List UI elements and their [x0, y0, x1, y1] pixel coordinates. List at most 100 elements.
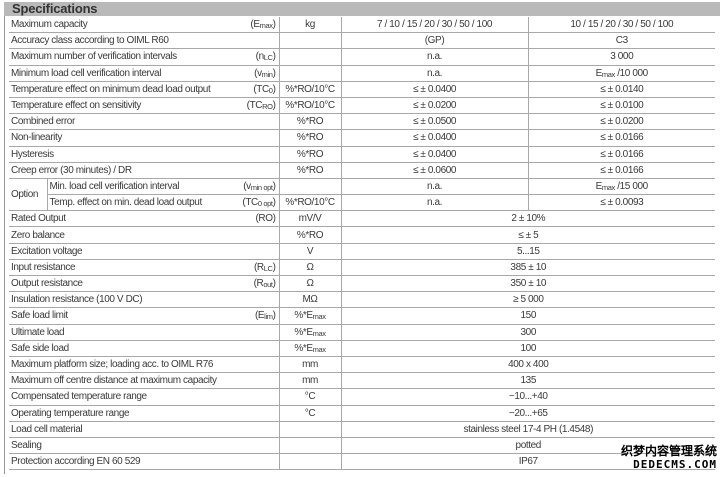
table-row: Hysteresis %*RO ≤ ± 0.0400 ≤ ± 0.0166 [9, 146, 715, 163]
row-symbol: (vmin opt) [233, 178, 280, 196]
row-label: Zero balance [9, 226, 233, 244]
row-symbol [233, 437, 280, 455]
row-label: Sealing [9, 437, 233, 455]
row-unit: mm [279, 356, 342, 374]
row-label: Input resistance [9, 259, 233, 277]
row-unit [279, 48, 342, 66]
row-value-variant-2: C3 [528, 32, 715, 50]
row-value: 135 [341, 372, 715, 390]
row-unit: %*RO [279, 226, 342, 244]
row-label: Load cell material [9, 421, 233, 438]
section-title: Specifications [12, 1, 98, 16]
table-row: Compensated temperature range °C −10...+40 [9, 388, 715, 406]
row-label: Temp. effect on min. dead load output [47, 194, 233, 212]
row-unit [279, 65, 342, 82]
row-unit: %*RO/10°C [279, 97, 342, 115]
row-symbol [233, 243, 280, 260]
row-symbol [233, 32, 280, 50]
row-unit: %*RO [279, 146, 342, 163]
row-value: 150 [341, 307, 715, 325]
row-label: Combined error [9, 113, 233, 131]
row-label: Operating temperature range [9, 405, 233, 422]
table-row: Load cell material stainless steel 17-4 P… [9, 421, 715, 438]
row-value-variant-1: ≤ ± 0.0200 [341, 97, 529, 115]
row-value-variant-2: ≤ ± 0.0093 [528, 194, 715, 212]
row-unit: %*RO/10°C [279, 194, 342, 212]
row-symbol [233, 372, 280, 390]
row-unit [279, 421, 342, 438]
row-value-variant-2: ≤ ± 0.0140 [528, 81, 715, 98]
row-symbol [233, 113, 280, 131]
row-symbol: (RO) [233, 210, 280, 228]
row-symbol [233, 162, 280, 179]
table-row: Insulation resistance (100 V DC) MΩ ≥ 5 00… [9, 291, 715, 309]
table-row: Combined error %*RO ≤ ± 0.0500 ≤ ± 0.0200 [9, 113, 715, 131]
row-label: Creep error (30 minutes) / DR [9, 162, 233, 179]
table-row: Rated Output (RO) mV/V 2 ± 10% [9, 210, 715, 228]
table-row: Accuracy class according to OIML R60 (GP)… [9, 32, 715, 50]
row-symbol: (Rout) [233, 275, 280, 293]
watermark-logo: 织梦内容管理系统 DEDECMS.COM [620, 444, 717, 472]
row-symbol: (RLC) [233, 259, 280, 277]
row-value: stainless steel 17-4 PH (1.4548) [341, 421, 715, 438]
table-row: Zero balance %*RO ≤ ± 5 [9, 226, 715, 244]
row-value-variant-1: n.a. [341, 194, 529, 212]
row-label: Safe side load [9, 340, 233, 357]
row-symbol: (TC0) [233, 81, 280, 98]
row-symbol: (nLC) [233, 48, 280, 66]
row-value: −20...+65 [341, 405, 715, 422]
row-unit: %*RO [279, 113, 342, 131]
table-row: Input resistance (RLC) Ω 385 ± 10 [9, 259, 715, 277]
row-value-variant-1: n.a. [341, 178, 529, 196]
row-symbol [233, 146, 280, 163]
row-label: Min. load cell verification interval [47, 178, 233, 196]
table-row: Maximum capacity (Emax) kg 7 / 10 / 15 / 20… [9, 17, 715, 34]
watermark-line1: 织梦内容管理系统 [620, 444, 717, 458]
row-label: Temperature effect on sensitivity [9, 97, 233, 115]
row-symbol: (Emax) [233, 17, 280, 34]
row-unit: mm [279, 372, 342, 390]
row-label: Compensated temperature range [9, 388, 233, 406]
row-symbol [233, 388, 280, 406]
row-value-variant-2: ≤ ± 0.0200 [528, 113, 715, 131]
row-value: 100 [341, 340, 715, 357]
table-row: Temp. effect on min. dead load output (TC… [9, 194, 715, 212]
table-row: Maximum platform size; loading acc. to O… [9, 356, 715, 374]
row-value: 300 [341, 324, 715, 341]
row-symbol [233, 421, 280, 438]
row-symbol [233, 340, 280, 357]
row-label: Protection according EN 60 529 [9, 453, 233, 471]
row-label: Temperature effect on minimum dead load … [9, 81, 233, 98]
table-row: Safe side load %*Emax 100 [9, 340, 715, 357]
row-value-variant-2: ≤ ± 0.0166 [528, 146, 715, 163]
row-unit: kg [279, 17, 342, 34]
row-label: Maximum capacity [9, 17, 233, 34]
row-label: Output resistance [9, 275, 233, 293]
table-row: Temperature effect on minimum dead load … [9, 81, 715, 98]
table-row: Sealing potted [9, 437, 715, 455]
row-value-variant-2: 3 000 [528, 48, 715, 66]
row-unit: %*RO [279, 162, 342, 179]
table-row: Creep error (30 minutes) / DR %*RO ≤ ± 0.0… [9, 162, 715, 179]
row-value: IP67 [341, 453, 715, 471]
row-unit: Ω [279, 259, 342, 277]
row-value: 350 ± 10 [341, 275, 715, 293]
row-value: 400 x 400 [341, 356, 715, 374]
table-row: Maximum number of verification intervals… [9, 48, 715, 66]
row-unit: %*Emax [279, 324, 342, 341]
row-value: potted [341, 437, 715, 455]
row-value-variant-1: ≤ ± 0.0500 [341, 113, 529, 131]
row-label: Hysteresis [9, 146, 233, 163]
row-value-variant-2: 10 / 15 / 20 / 30 / 50 / 100 [528, 17, 715, 34]
row-unit [279, 32, 342, 50]
table-row: Non-linearity %*RO ≤ ± 0.0400 ≤ ± 0.0166 [9, 129, 715, 147]
row-value-variant-2: ≤ ± 0.0166 [528, 162, 715, 179]
row-value-variant-1: n.a. [341, 48, 529, 66]
row-unit: %*RO/10°C [279, 81, 342, 98]
row-unit [279, 178, 342, 196]
row-unit: mV/V [279, 210, 342, 228]
row-value-variant-1: 7 / 10 / 15 / 20 / 30 / 50 / 100 [341, 17, 529, 34]
left-border [4, 16, 5, 474]
row-value-variant-1: (GP) [341, 32, 529, 50]
row-label: Non-linearity [9, 129, 233, 147]
